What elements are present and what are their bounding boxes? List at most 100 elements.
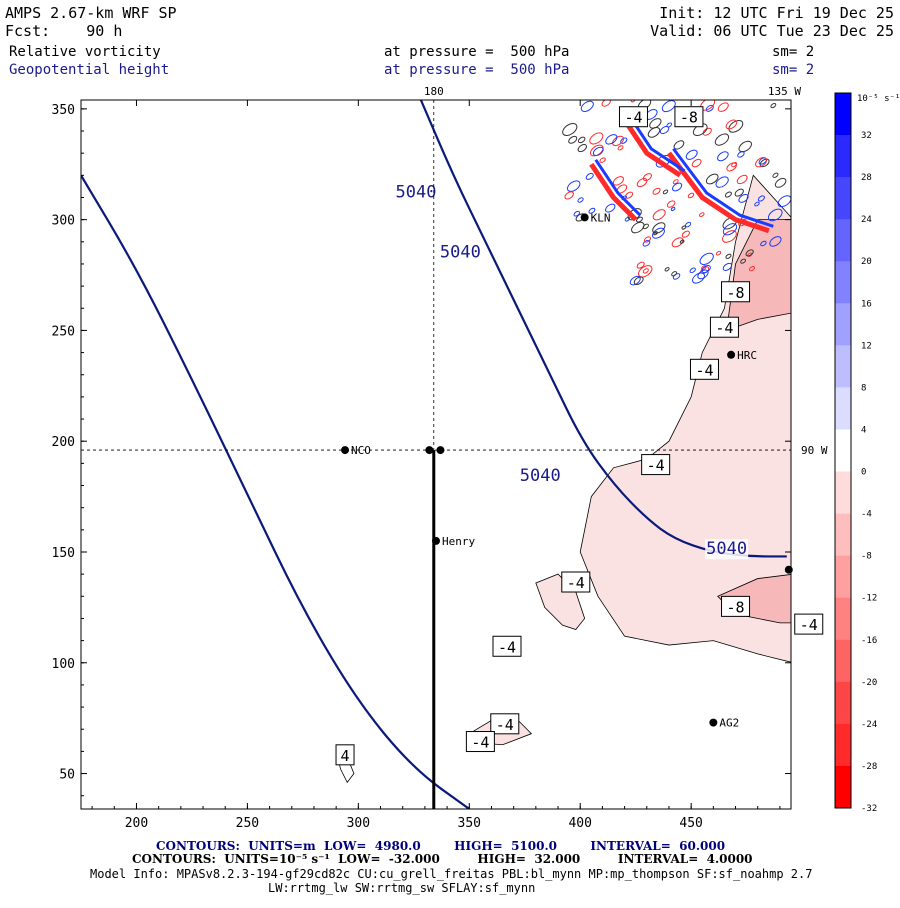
vorticity-cell [692, 272, 705, 284]
station-label: Henry [442, 535, 475, 548]
vorticity-cell [724, 191, 732, 198]
vorticity-cell [737, 151, 745, 158]
vorticity-cell [605, 134, 618, 145]
vorticity-cell [666, 122, 673, 128]
vorticity-cell [620, 137, 628, 144]
vorticity-cell [617, 145, 624, 151]
colorbar-swatch [835, 177, 851, 220]
vorticity-cell [681, 225, 687, 230]
colorbar-label: 32 [861, 131, 872, 141]
colorbar-swatch [835, 471, 851, 515]
station-marker [425, 446, 434, 455]
station-marker [432, 536, 440, 545]
field2-pressure: at pressure = 500 hPa [384, 62, 570, 78]
station-label: KLN [591, 211, 611, 224]
meridian-label-90w: 90 W [801, 444, 828, 457]
colorbar-label: 12 [861, 341, 872, 351]
colorbar-swatch [835, 219, 851, 262]
vorticity-label-box [561, 571, 591, 593]
vorticity-cell [699, 212, 705, 218]
height-contour-label: 5040 [440, 242, 481, 262]
field2-smoothing: sm= 2 [772, 62, 815, 78]
vorticity-cell [612, 135, 624, 147]
colorbar-swatch [835, 261, 851, 304]
vorticity-cell [662, 189, 669, 195]
x-tick-label: 350 [458, 816, 481, 831]
vorticity-contour-label: -4 [695, 361, 713, 379]
x-tick-label: 300 [347, 816, 370, 831]
colorbar-label: 20 [861, 257, 872, 267]
vorticity-cell [681, 230, 690, 238]
vorticity-contour-label: -4 [471, 734, 489, 752]
vorticity-cell [652, 187, 661, 195]
height-label-bg [705, 539, 749, 560]
colorbar-label: 16 [861, 299, 872, 309]
vorticity-label-box [490, 713, 520, 735]
height-contour-5040 [419, 100, 787, 558]
vorticity-contour-label: -8 [727, 284, 745, 302]
vorticity-ridge [589, 162, 638, 222]
vorticity-label-box [465, 731, 495, 753]
vorticity-label-box [709, 316, 739, 338]
vorticity-cell [612, 176, 624, 186]
vorticity-cell [774, 177, 787, 188]
vorticity-cell [642, 173, 652, 182]
vorticity-cell [745, 249, 754, 257]
x-tick-label: 450 [679, 816, 702, 831]
vorticity-contour-label: -4 [567, 574, 585, 592]
vorticity-contour-label: -4 [496, 716, 514, 734]
colorbar-label: -20 [861, 678, 877, 688]
colorbar-label: 4 [861, 425, 866, 435]
vorticity-ridge [666, 151, 770, 234]
y-tick-label: 150 [52, 546, 75, 561]
vorticity-cell [754, 201, 760, 207]
vorticity-cell [659, 126, 670, 135]
vorticity-cell [573, 210, 581, 217]
vorticity-cell [757, 195, 765, 202]
colorbar-swatch [835, 135, 851, 178]
vorticity-contour-label: -8 [680, 109, 698, 127]
vorticity-cell [661, 100, 676, 113]
vorticity-cell [652, 222, 666, 234]
vorticity-contour-label: -8 [727, 598, 745, 616]
height-label-bg [518, 466, 562, 487]
y-tick-label: 250 [52, 324, 75, 339]
vorticity-cell [636, 261, 645, 269]
vorticity-cell [562, 122, 578, 136]
vorticity-cell [629, 275, 641, 286]
vorticity-label-box [335, 744, 355, 766]
meridian-label-135w: 135 W [768, 85, 801, 98]
model-title: AMPS 2.67-km WRF SP [5, 4, 177, 22]
vorticity-cell [691, 158, 702, 168]
vorticity-cell [717, 151, 729, 162]
colorbar-swatch [835, 345, 851, 388]
vorticity-label-box [794, 613, 824, 635]
vorticity-cell [770, 103, 777, 109]
colorbar-swatch [835, 597, 851, 641]
vorticity-cell [624, 216, 631, 222]
field1-name: Relative vorticity [9, 44, 161, 60]
vorticity-cell [568, 135, 578, 144]
colorbar-frame [834, 92, 852, 809]
colorbar-label: -8 [861, 552, 872, 562]
vorticity-cell [748, 266, 755, 272]
colorbar-label: 8 [861, 383, 866, 393]
vorticity-cell [705, 173, 719, 185]
footer-vorticity-contours: CONTOURS: UNITS=10⁻⁵ s⁻¹ LOW= -32.000 HI… [132, 852, 753, 866]
vorticity-cell [577, 144, 588, 153]
vorticity-cell [714, 133, 730, 146]
colorbar-swatch [835, 681, 851, 725]
station-marker [727, 350, 736, 359]
vorticity-region-strong-north [726, 219, 791, 332]
colorbar-swatch [835, 387, 851, 430]
height-contour-label: 5040 [396, 182, 437, 202]
plot-frame [80, 99, 792, 810]
vorticity-cell [588, 207, 596, 214]
vorticity-cell [601, 100, 611, 107]
colorbar-label: -12 [861, 594, 877, 604]
y-tick-label: 200 [52, 435, 75, 450]
vorticity-contour-label: -4 [498, 638, 516, 656]
vorticity-cell [777, 195, 791, 208]
vorticity-label-box [721, 281, 751, 303]
vorticity-cell [679, 239, 685, 244]
